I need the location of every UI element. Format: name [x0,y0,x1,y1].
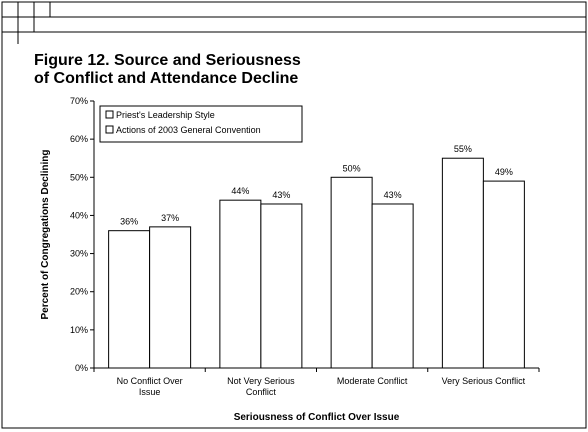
data-label: 43% [272,190,290,200]
y-axis-title: Percent of Congregations Declining [40,149,51,319]
bar [441,157,484,369]
legend-box [99,105,303,143]
x-tick-label: No Conflict Over [117,376,183,386]
bar [219,199,262,369]
chart-title-line-1: Figure 12. Source and Seriousness [34,52,301,69]
x-tick-label: Not Very Serious [227,376,295,386]
bar [260,203,303,369]
x-tick-label: Issue [139,387,161,397]
y-tick-label: 40% [70,210,88,220]
y-tick-label: 10% [70,325,88,335]
x-tick-label: Very Serious Conflict [442,376,526,386]
x-tick-label: Conflict [246,387,277,397]
y-tick-label: 60% [70,134,88,144]
bar-chart: 0% 10% 20% 30% 40% 50% 60% 70% No Conflict OverI… [40,96,540,423]
y-tick-label: 70% [70,96,88,106]
data-label: 36% [120,217,138,227]
y-tick-label: 0% [75,363,88,373]
bar [330,176,373,369]
y-tick-label: 30% [70,249,88,259]
data-label: 43% [384,190,402,200]
x-axis-title: Seriousness of Conflict Over Issue [234,412,400,423]
chart-title-line-2: of Conflict and Attendance Decline [34,70,299,87]
data-label: 44% [231,186,249,196]
bar-chart-container: 0% 10% 20% 30% 40% 50% 60% 70% No Conflict Over I… [34,92,554,427]
legend-label: Priest's Leadership Style [116,110,215,120]
chart-title: Figure 12. Source and Seriousness of Con… [34,52,301,88]
bar [371,203,414,369]
bar [149,226,192,369]
data-label: 55% [454,144,472,154]
data-label: 49% [495,167,513,177]
bar [482,180,525,369]
data-label: 37% [161,213,179,223]
data-label: 50% [343,163,361,173]
bar [108,230,151,369]
x-tick-label: Moderate Conflict [337,376,408,386]
legend-swatch [105,125,114,134]
legend-label: Actions of 2003 General Convention [116,125,261,135]
y-tick-label: 50% [70,172,88,182]
legend-swatch [105,110,114,119]
y-tick-label: 20% [70,287,88,297]
